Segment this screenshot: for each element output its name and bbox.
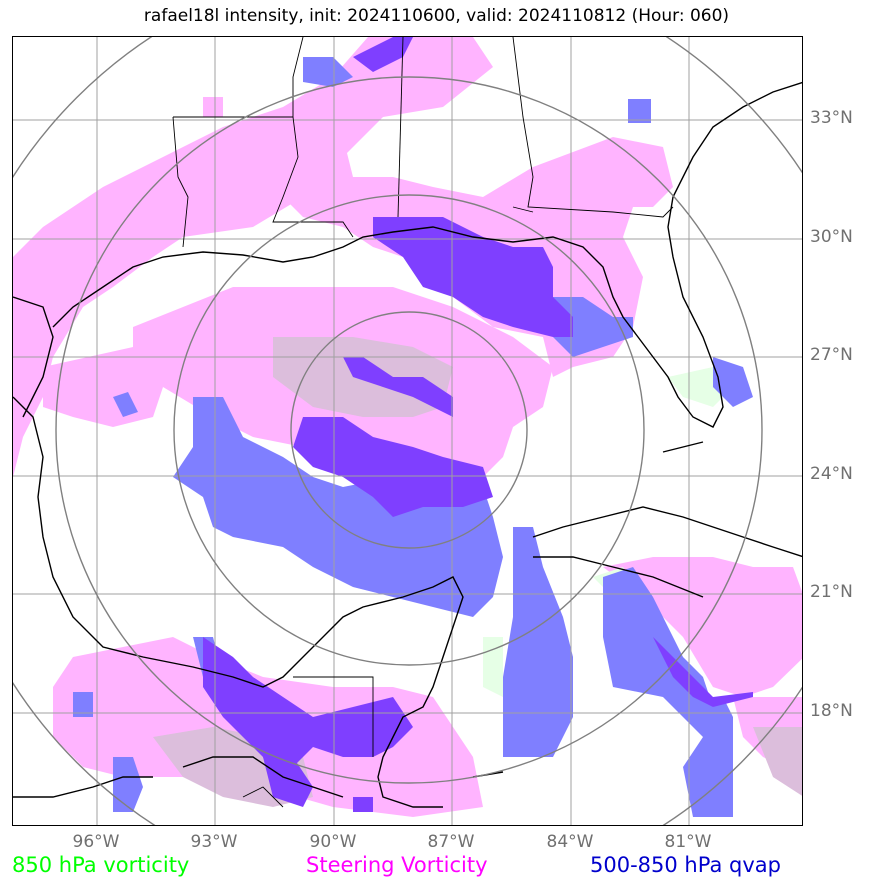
lat-label-27: 27°N — [810, 345, 853, 365]
lon-label-93: 93°W — [190, 832, 238, 852]
lon-label-84: 84°W — [546, 832, 594, 852]
lon-label-87: 87°W — [427, 832, 475, 852]
legend-850-vorticity: 850 hPa vorticity — [12, 853, 190, 877]
lat-label-24: 24°N — [810, 464, 853, 484]
qvap-field — [73, 57, 753, 817]
map-title: rafael18l intensity, init: 2024110600, v… — [143, 6, 730, 26]
lat-label-18: 18°N — [810, 701, 853, 721]
lat-label-21: 21°N — [810, 582, 853, 602]
lat-label-30: 30°N — [810, 227, 853, 247]
map-canvas — [13, 37, 802, 825]
distance-rings — [13, 37, 802, 825]
legend-qvap: 500-850 hPa qvap — [590, 853, 781, 877]
lon-label-81: 81°W — [664, 832, 712, 852]
map-panel[interactable] — [12, 36, 803, 826]
coastlines — [13, 81, 802, 808]
lon-label-90: 90°W — [309, 832, 357, 852]
legend-steering-vorticity: Steering Vorticity — [306, 853, 488, 877]
lat-lon-grid — [13, 37, 802, 825]
state-borders — [172, 37, 674, 808]
overlap-field — [203, 37, 753, 812]
lat-label-33: 33°N — [810, 108, 853, 128]
lon-label-96: 96°W — [72, 832, 120, 852]
